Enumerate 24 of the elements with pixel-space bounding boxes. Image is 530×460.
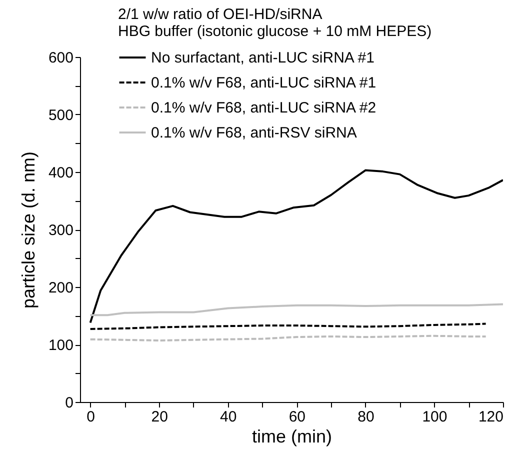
- legend-label: 0.1% w/v F68, anti-LUC siRNA #2: [151, 100, 376, 116]
- text: HBG buffer (isotonic glucose + 10 mM HEPES): [118, 23, 432, 40]
- legend-label: 0.1% w/v F68, anti-RSV siRNA: [151, 124, 357, 142]
- x-tick-label: 120: [478, 408, 504, 426]
- x-tick-label: 40: [220, 408, 237, 426]
- x-tick-label: 100: [422, 408, 448, 426]
- y-tick-label: 600: [48, 50, 74, 66]
- line-series: [89, 303, 503, 316]
- line-series: [89, 169, 503, 324]
- legend-label: No surfactant, anti-LUC siRNA #1: [151, 50, 374, 66]
- x-tick-label: 60: [288, 408, 306, 426]
- legend-title: 2/1 w/w ratio of OEI-HD/siRNA: [118, 6, 322, 23]
- y-tick-label: 400: [48, 164, 74, 182]
- legend-label: 0.1% w/v F68, anti-LUC siRNA #1: [151, 74, 376, 92]
- x-axis-title: time (min): [252, 426, 332, 446]
- y-tick-label: 100: [48, 337, 74, 354]
- x-tick-label: 0: [86, 408, 95, 426]
- x-tick-label: 20: [151, 408, 168, 426]
- y-axis-title: particle size (d. nm): [18, 151, 38, 309]
- y-tick-label: 500: [48, 107, 74, 124]
- y-tick-label: 200: [48, 280, 74, 296]
- y-tick-label: 300: [48, 222, 74, 239]
- y-tick-label: 0: [65, 394, 74, 412]
- x-tick-label: 80: [358, 408, 374, 426]
